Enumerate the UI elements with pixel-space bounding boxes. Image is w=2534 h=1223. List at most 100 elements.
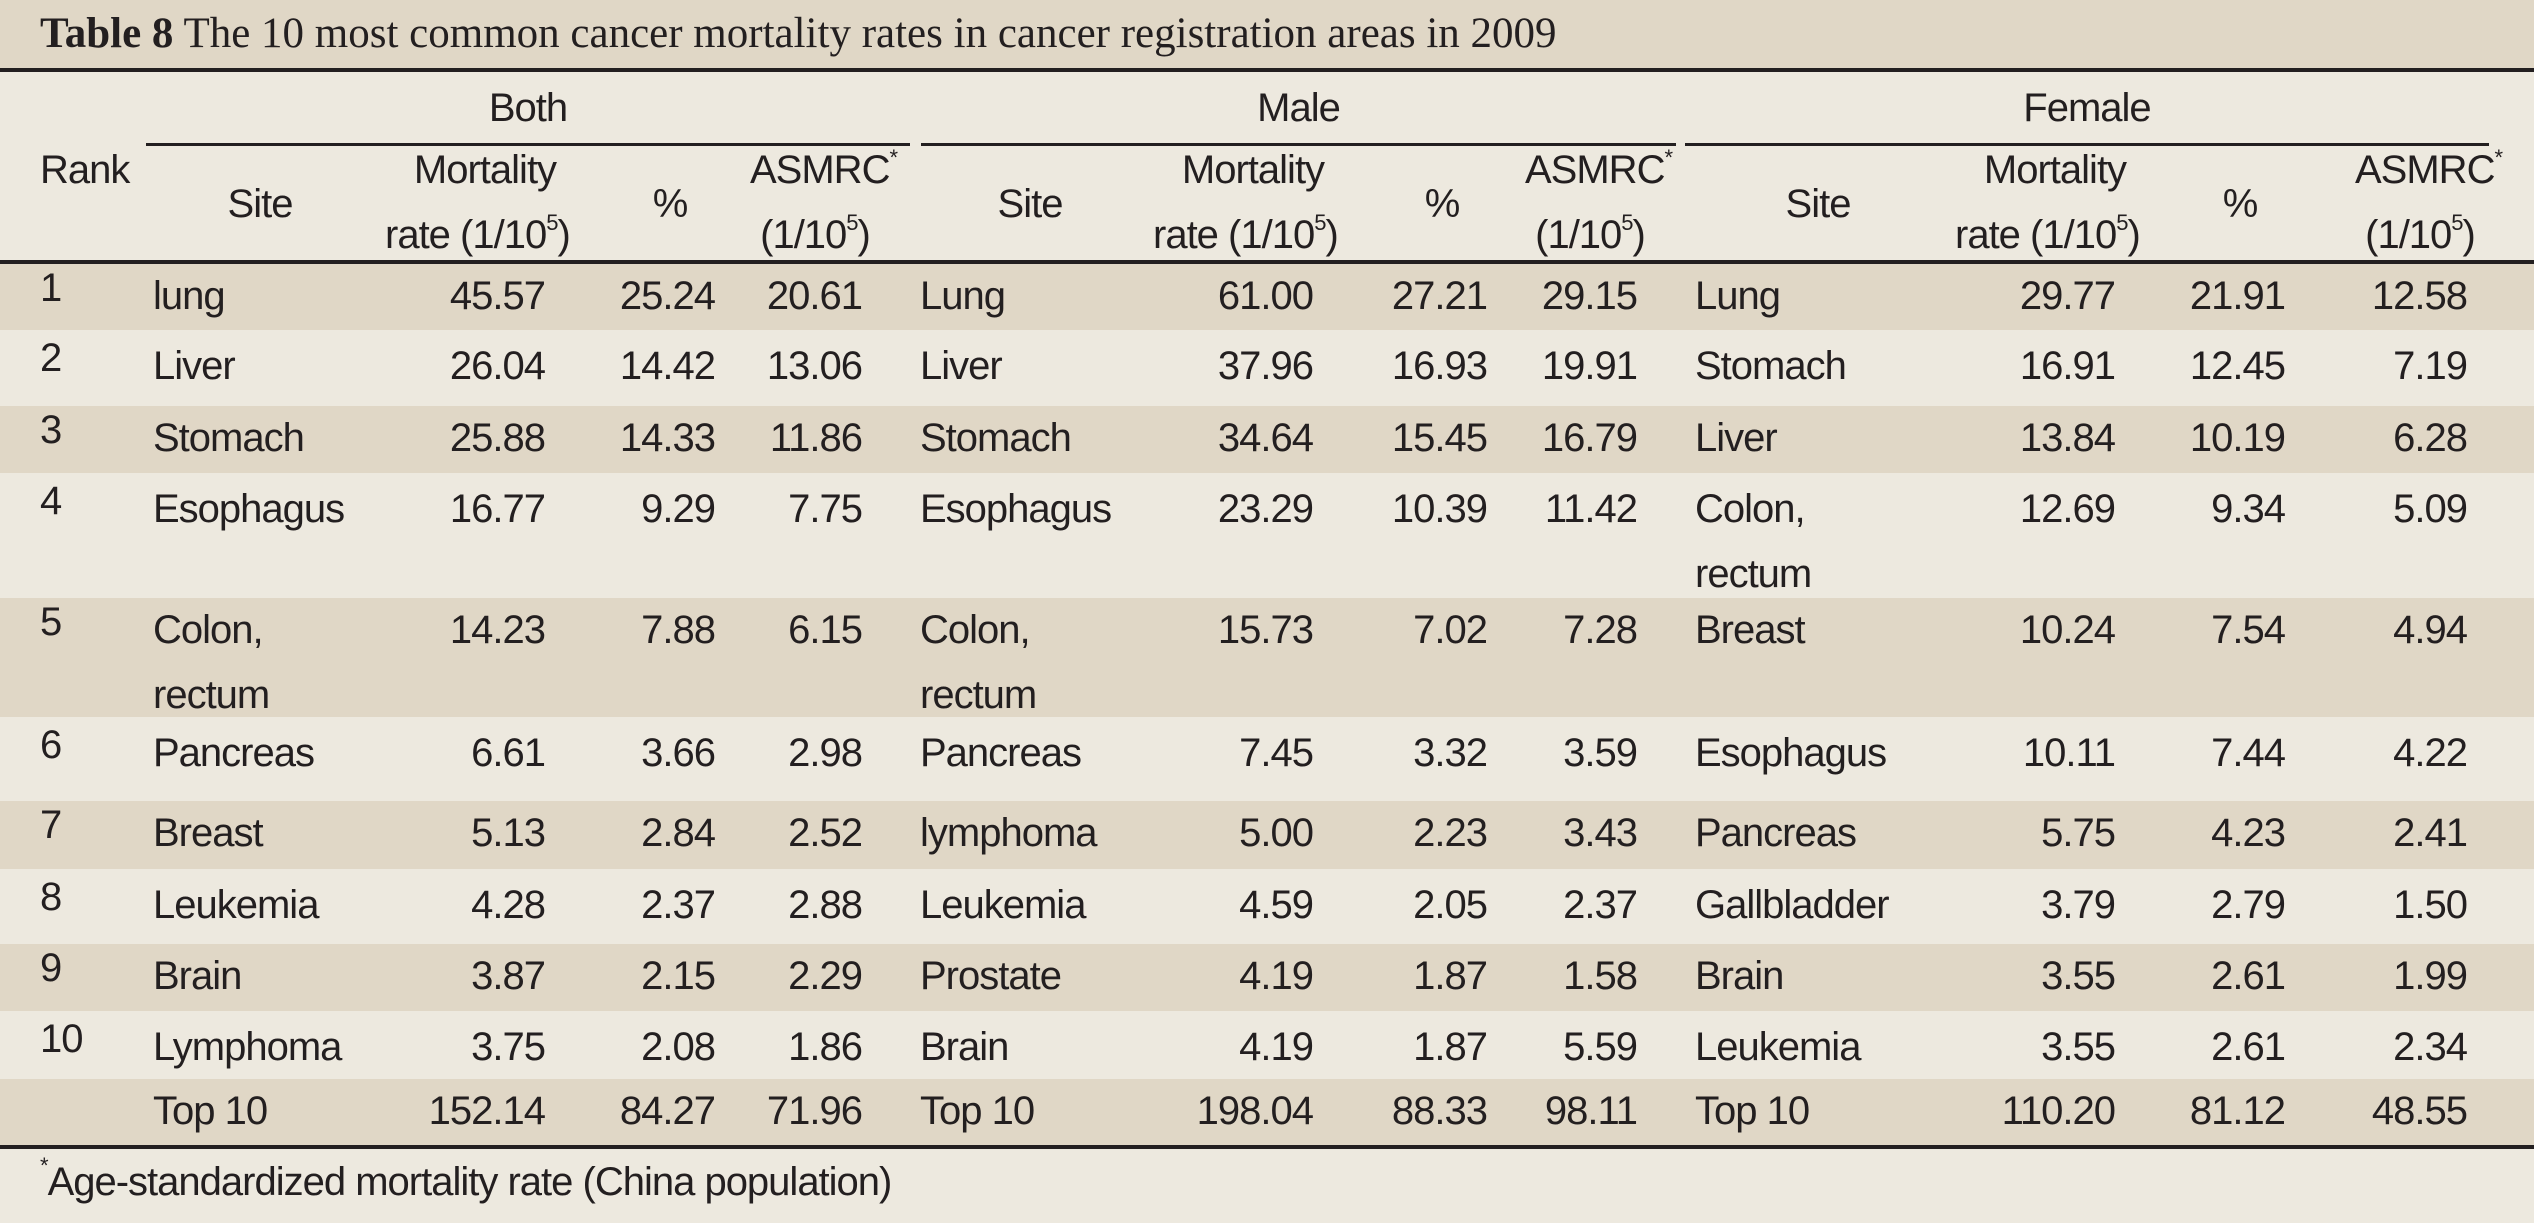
asmrc-cell: 29.15 [1541, 274, 1638, 318]
unit: (1/10 [1535, 213, 1622, 257]
rank-cell: 3 [40, 408, 62, 452]
percent-cell: 88.33 [1391, 1089, 1488, 1133]
asmrc-cell: 2.41 [2393, 811, 2468, 855]
percent-cell: 2.61 [2211, 1025, 2286, 1069]
percent-cell: 2.08 [641, 1025, 716, 1069]
mortality-rate-cell: 6.61 [471, 731, 546, 775]
mortality-rate-cell: 5.75 [2041, 811, 2116, 855]
site-cell: Top 10 [920, 1089, 1035, 1133]
mortality-line1: Mortality [1181, 148, 1325, 192]
header-mortality-rate: Mortality rate (1/105) [1955, 138, 2141, 268]
percent-cell: 7.88 [641, 608, 716, 652]
asmrc-cell: 71.96 [766, 1089, 863, 1133]
rank-cell: 4 [40, 479, 62, 523]
percent-cell: 2.05 [1413, 883, 1488, 927]
asmrc-cell: 6.28 [2393, 416, 2468, 460]
table-row: 8 Leukemia 4.28 2.37 2.88 Leukemia 4.59 2.05 2.3… [0, 873, 2534, 940]
table-row: 7 Breast 5.13 2.84 2.52 lymphoma 5.00 2.23 3.43 P… [0, 801, 2534, 869]
site-cell: Lung [920, 274, 1006, 318]
paren: ) [2462, 213, 2476, 257]
site-cell: Stomach [1695, 344, 1847, 388]
site-cell: Liver [153, 344, 236, 388]
asmrc-cell: 4.94 [2393, 608, 2468, 652]
asmrc-cell: 3.59 [1563, 731, 1638, 775]
table-row: 3 Stomach 25.88 14.33 11.86 Stomach 34.64 15.45… [0, 406, 2534, 473]
site-cell: Top 10 [1695, 1089, 1810, 1133]
asmrc-cell: 98.11 [1544, 1089, 1638, 1133]
asmrc-cell: 3.43 [1563, 811, 1638, 855]
percent-cell: 7.02 [1413, 608, 1488, 652]
mortality-rate-cell: 34.64 [1217, 416, 1314, 460]
table-row: 10 Lymphoma 3.75 2.08 1.86 Brain 4.19 1.87 5.59 L… [0, 1015, 2534, 1075]
mortality-rate-cell: 4.19 [1239, 1025, 1314, 1069]
rank-cell: 10 [40, 1017, 83, 1061]
percent-cell: 84.27 [619, 1089, 716, 1133]
asmrc-line2: (1/105) [750, 203, 880, 268]
percent-cell: 25.24 [619, 274, 716, 318]
site-cell: Leukemia [153, 883, 319, 927]
percent-cell: 14.42 [619, 344, 716, 388]
site-cell: Esophagus [920, 487, 1112, 531]
site-cell: Gallbladder [1695, 883, 1890, 927]
mortality-rate-cell: 13.84 [2019, 416, 2116, 460]
mortality-rate-cell: 14.23 [449, 608, 546, 652]
asmrc-cell: 2.34 [2393, 1025, 2468, 1069]
asmrc-cell: 11.86 [769, 416, 863, 460]
asmrc-line1: ASMRC* [1525, 138, 1673, 203]
site-cell: lung [153, 274, 226, 318]
percent-cell: 21.91 [2189, 274, 2286, 318]
site-cell: Top 10 [153, 1089, 268, 1133]
asterisk: * [889, 145, 898, 170]
site-cell: Brain [153, 954, 242, 998]
asmrc-label: ASMRC [2355, 148, 2495, 192]
site-cell: Pancreas [1695, 811, 1857, 855]
mortality-line2: rate (1/105) [385, 203, 571, 268]
mortality-rate-cell: 16.91 [2019, 344, 2116, 388]
asmrc-cell: 1.50 [2393, 883, 2468, 927]
mortality-rate-cell: 3.75 [471, 1025, 546, 1069]
asmrc-cell: 16.79 [1541, 416, 1638, 460]
mortality-rate-cell: 5.13 [471, 811, 546, 855]
mortality-rate-cell: 15.73 [1217, 608, 1314, 652]
site-cell: Esophagus [153, 487, 345, 531]
mortality-rate-cell: 12.69 [2019, 487, 2116, 531]
percent-cell: 3.32 [1413, 731, 1488, 775]
rank-cell: 9 [40, 946, 62, 990]
site-cell: lymphoma [920, 811, 1098, 855]
asmrc-cell: 5.59 [1563, 1025, 1638, 1069]
rank-cell: 5 [40, 600, 62, 644]
percent-cell: 2.84 [641, 811, 716, 855]
mortality-rate-cell: 23.29 [1217, 487, 1314, 531]
mortality-rate-cell: 4.59 [1239, 883, 1314, 927]
group-underline [146, 143, 910, 146]
site-cell: Pancreas [153, 731, 315, 775]
site-cell: Brain [1695, 954, 1784, 998]
header-asmrc: ASMRC* (1/105) [1525, 138, 1673, 268]
total-row: Top 10 152.14 84.27 71.96 Top 10 198.04 88.33 9… [0, 1079, 2534, 1145]
header-asmrc: ASMRC* (1/105) [2355, 138, 2503, 268]
paren: ) [2127, 213, 2140, 257]
asmrc-cell: 2.29 [788, 954, 863, 998]
asterisk: * [1664, 145, 1673, 170]
site-cell: Lymphoma [153, 1025, 342, 1069]
percent-cell: 9.29 [641, 487, 716, 531]
group-underline [921, 143, 1676, 146]
percent-cell: 2.15 [641, 954, 716, 998]
mortality-rate-cell: 25.88 [449, 416, 546, 460]
asterisk: * [2494, 145, 2503, 170]
percent-cell: 10.19 [2189, 416, 2286, 460]
group-header-male: Male [921, 72, 1676, 146]
footnote-star: * [40, 1153, 49, 1178]
paren: ) [1632, 213, 1646, 257]
header-rank: Rank [40, 148, 130, 192]
asmrc-cell: 2.98 [788, 731, 863, 775]
mortality-rate-cell: 45.57 [449, 274, 546, 318]
site-cell: Stomach [920, 416, 1072, 460]
percent-cell: 15.45 [1391, 416, 1488, 460]
table-row: 9 Brain 3.87 2.15 2.29 Prostate 4.19 1.87 1.58 Br… [0, 944, 2534, 1011]
mortality-rate-cell: 37.96 [1217, 344, 1314, 388]
site-cell: Liver [920, 344, 1003, 388]
asmrc-label: ASMRC [750, 148, 890, 192]
site-cell: Prostate [920, 954, 1062, 998]
paren: ) [557, 213, 570, 257]
